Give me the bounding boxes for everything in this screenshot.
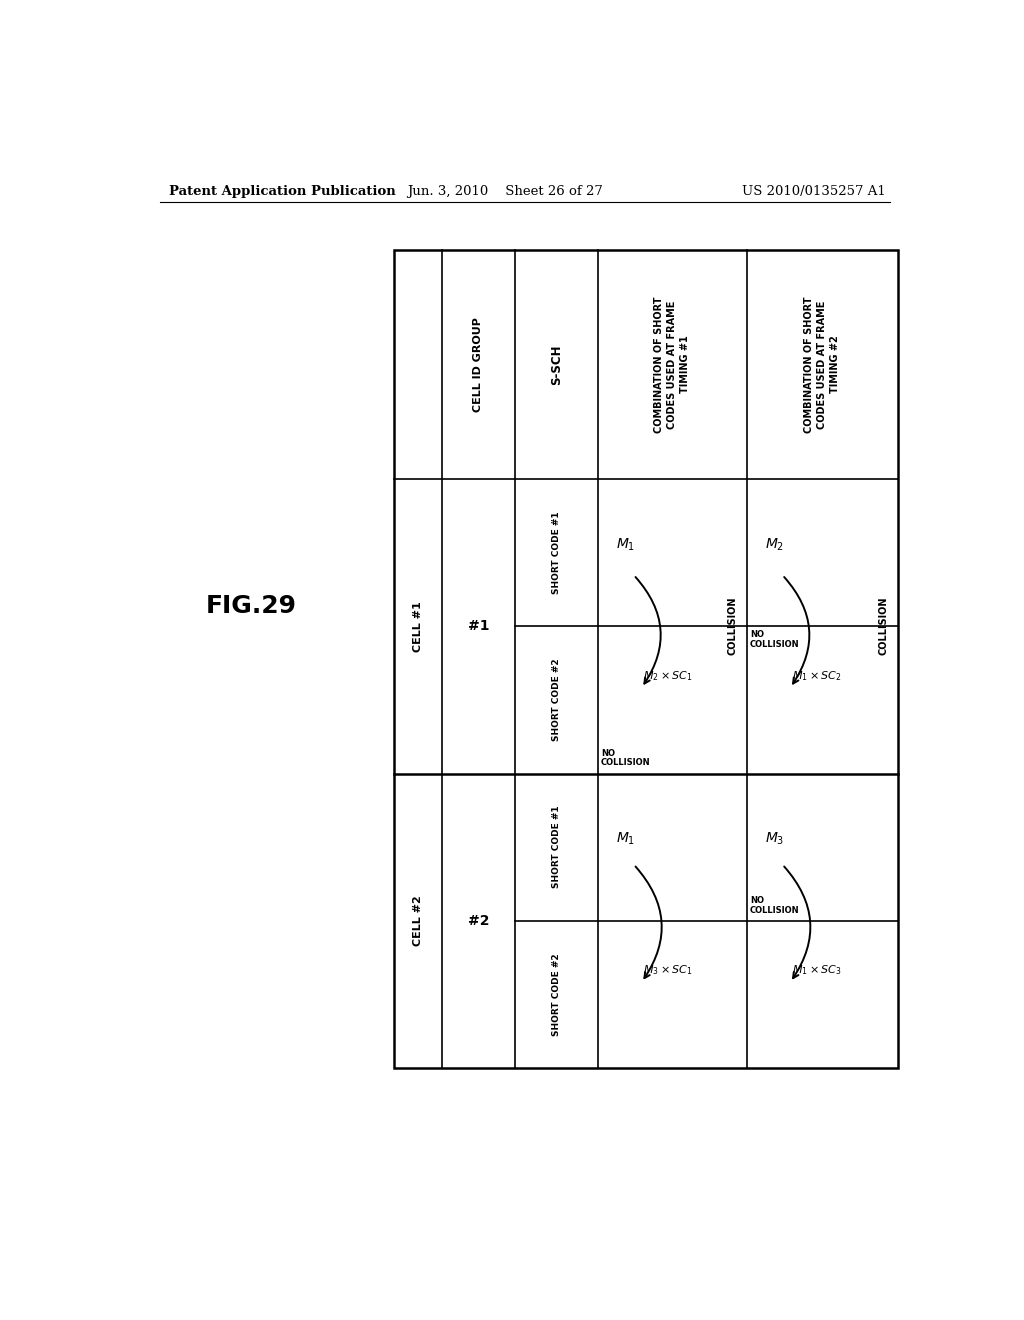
- Text: $M_1$: $M_1$: [616, 830, 635, 847]
- Bar: [394, 249, 898, 1068]
- Text: NO
COLLISION: NO COLLISION: [601, 748, 650, 767]
- Text: CELL ID GROUP: CELL ID GROUP: [473, 317, 483, 412]
- Text: COMBINATION OF SHORT
CODES USED AT FRAME
TIMING #1: COMBINATION OF SHORT CODES USED AT FRAME…: [654, 296, 690, 433]
- Text: SHORT CODE #2: SHORT CODE #2: [552, 953, 561, 1036]
- Text: NO
COLLISION: NO COLLISION: [750, 896, 800, 915]
- Text: COLLISION: COLLISION: [727, 597, 737, 656]
- Text: NO
COLLISION: NO COLLISION: [750, 631, 800, 649]
- Text: S-SCH: S-SCH: [550, 345, 563, 384]
- Text: $M_2\times SC_1$: $M_2\times SC_1$: [643, 669, 693, 682]
- Text: SHORT CODE #2: SHORT CODE #2: [552, 659, 561, 742]
- Text: #2: #2: [468, 913, 489, 928]
- Text: $M_2$: $M_2$: [765, 536, 784, 553]
- Text: SHORT CODE #1: SHORT CODE #1: [552, 805, 561, 888]
- Text: $M_3\times SC_1$: $M_3\times SC_1$: [643, 964, 693, 977]
- Text: Patent Application Publication: Patent Application Publication: [169, 185, 396, 198]
- Text: $M_1$: $M_1$: [616, 536, 635, 553]
- Text: COLLISION: COLLISION: [879, 597, 889, 656]
- Text: #1: #1: [468, 619, 489, 634]
- Text: SHORT CODE #1: SHORT CODE #1: [552, 511, 561, 594]
- Text: US 2010/0135257 A1: US 2010/0135257 A1: [742, 185, 886, 198]
- Text: $M_3$: $M_3$: [765, 830, 784, 847]
- Text: COMBINATION OF SHORT
CODES USED AT FRAME
TIMING #2: COMBINATION OF SHORT CODES USED AT FRAME…: [804, 296, 841, 433]
- Text: FIG.29: FIG.29: [206, 594, 297, 618]
- Text: Jun. 3, 2010    Sheet 26 of 27: Jun. 3, 2010 Sheet 26 of 27: [407, 185, 603, 198]
- Text: CELL #2: CELL #2: [413, 895, 423, 946]
- Text: $M_1\times SC_2$: $M_1\times SC_2$: [792, 669, 842, 682]
- Text: $M_1\times SC_3$: $M_1\times SC_3$: [792, 964, 842, 977]
- Text: CELL #1: CELL #1: [413, 601, 423, 652]
